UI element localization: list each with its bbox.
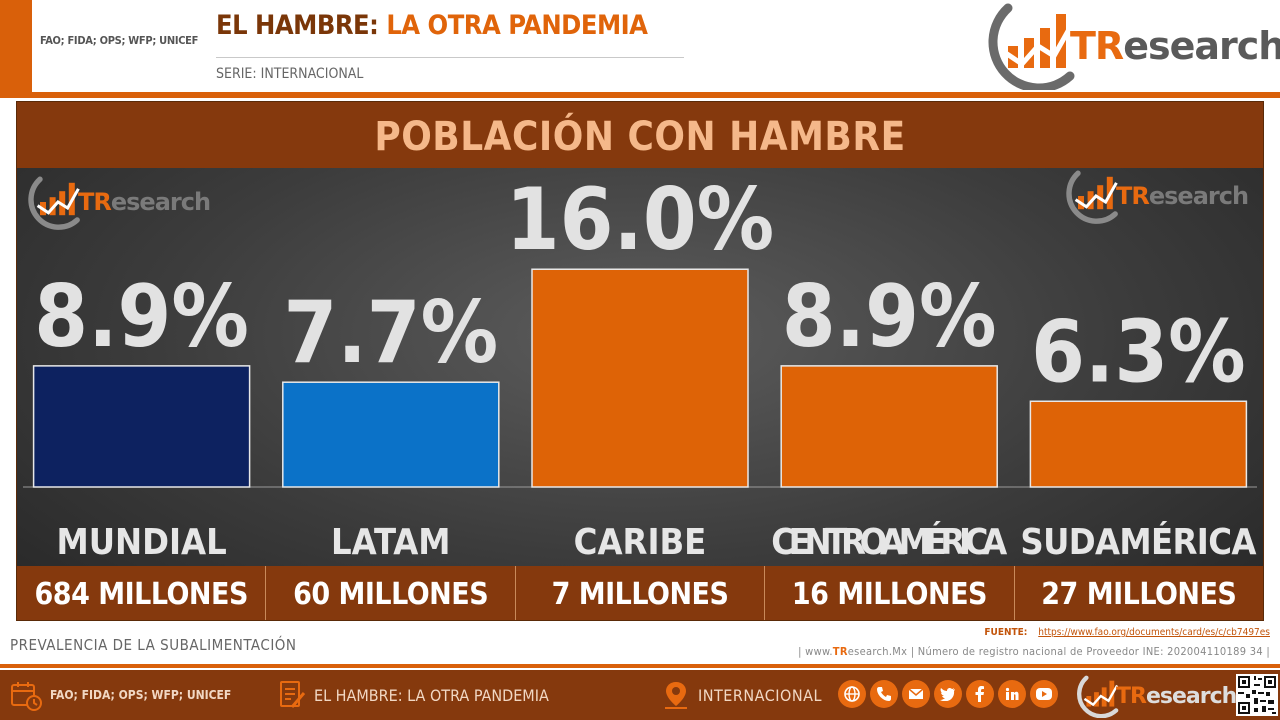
website-tr: TR — [832, 645, 848, 658]
bar-value-label: 16.0% — [506, 170, 774, 270]
bar-chart: 8.9% MUNDIAL 7.7% LATAM 16.0% CARIBE 8.9% CENTR… — [23, 170, 1257, 563]
title-divider — [216, 57, 684, 58]
facebook-icon[interactable] — [966, 680, 994, 708]
footer-series: INTERNACIONAL — [662, 670, 822, 720]
bar-value-label: 7.7% — [284, 283, 499, 383]
category-label: LATAM — [331, 522, 451, 563]
count-cell: 16 MILLONES — [764, 566, 1013, 620]
bar — [32, 365, 251, 488]
tresearch-logo-text: TResearch — [1070, 24, 1280, 68]
bar — [780, 365, 998, 488]
mail-icon[interactable] — [902, 680, 930, 708]
chart-title-bar: POBLACIÓN CON HAMBRE — [17, 102, 1263, 168]
bar-value-label: 8.9% — [782, 267, 997, 367]
footer-accent-line — [0, 664, 1280, 668]
tresearch-logo-mark-icon — [1066, 170, 1118, 224]
footer-bar: FAO; FIDA; OPS; WFP; UNICEF EL HAMBRE: L… — [0, 670, 1280, 720]
footer-title: EL HAMBRE: LA OTRA PANDEMIA — [278, 670, 549, 720]
page-title-main: LA OTRA PANDEMIA — [386, 10, 648, 41]
page-title-prefix: EL HAMBRE: — [216, 10, 379, 41]
header-sources: FAO; FIDA; OPS; WFP; UNICEF — [40, 34, 199, 47]
page-title: EL HAMBRE: LA OTRA PANDEMIA — [216, 10, 648, 41]
registry-number: | Número de registro nacional de Proveed… — [910, 645, 1270, 658]
footer-sources-text: FAO; FIDA; OPS; WFP; UNICEF — [50, 688, 232, 702]
calendar-clock-icon — [11, 682, 42, 711]
phone-icon[interactable] — [870, 680, 898, 708]
registry-line: | www.TResearch.Mx | Número de registro … — [798, 645, 1270, 658]
bar — [1029, 400, 1248, 488]
count-cell: 684 MILLONES — [34, 577, 249, 612]
footer-sources: FAO; FIDA; OPS; WFP; UNICEF — [10, 670, 231, 720]
tresearch-logo[interactable]: TResearch — [978, 2, 1280, 90]
series-label: SERIE: INTERNACIONAL — [216, 66, 364, 82]
bar-value-label: 8.9% — [34, 267, 249, 367]
social-links — [838, 680, 1062, 708]
website-link[interactable]: esearch.Mx — [847, 645, 908, 658]
tresearch-logo-mark-icon — [988, 3, 1075, 90]
chart-panel: POBLACIÓN CON HAMBRE 8.9% MUNDIAL 7.7% LATA… — [16, 101, 1264, 621]
indicator-label: PREVALENCIA DE LA SUBALIMENTACIÓN — [10, 636, 297, 654]
footer-series-text: INTERNACIONAL — [698, 685, 822, 705]
watermark-logo-text: TResearch — [1116, 182, 1249, 210]
category-label: SUDAMÉRICA — [1020, 521, 1256, 563]
footer-logo[interactable]: TResearch — [1072, 674, 1237, 718]
count-cell: 60 MILLONES — [265, 566, 514, 620]
bar-value-label: 6.3% — [1031, 302, 1246, 402]
chart-title: POBLACIÓN CON HAMBRE — [374, 114, 906, 160]
footer-logo-text: TResearch — [1116, 683, 1237, 709]
chart-watermark-logo-right: TResearch — [1060, 168, 1249, 224]
document-edit-icon — [280, 681, 306, 708]
count-cell: 7 MILLONES — [514, 566, 764, 620]
category-label: MUNDIAL — [56, 522, 226, 563]
header-band — [0, 92, 1280, 98]
youtube-icon[interactable] — [1030, 680, 1058, 708]
map-pin-icon — [665, 682, 687, 709]
linkedin-icon[interactable] — [998, 680, 1026, 708]
bar — [531, 268, 749, 488]
twitter-icon[interactable] — [934, 680, 962, 708]
source-link[interactable]: https://www.fao.org/documents/card/es/c/… — [1038, 627, 1270, 638]
source-label: FUENTE: — [984, 627, 1028, 638]
chart-watermark-logo-left: TResearch — [22, 174, 211, 230]
website-prefix: | www. — [798, 645, 833, 658]
category-label: CARIBE — [574, 522, 707, 563]
header-accent-strip — [0, 0, 32, 92]
category-label: CENTROAMÉRICA — [771, 521, 1007, 563]
source-line: FUENTE: https://www.fao.org/documents/ca… — [984, 627, 1270, 638]
count-cell: 27 MILLONES — [1013, 566, 1263, 620]
qr-code-icon[interactable] — [1236, 674, 1278, 716]
tresearch-logo-mark-icon — [28, 176, 80, 230]
watermark-logo-text: TResearch — [78, 188, 211, 216]
population-counts-row: 684 MILLONES 60 MILLONES 7 MILLONES 16 M… — [17, 566, 1263, 620]
footer-title-text: EL HAMBRE: LA OTRA PANDEMIA — [314, 685, 549, 705]
bar — [282, 381, 500, 488]
globe-icon[interactable] — [838, 680, 866, 708]
tresearch-logo-mark-icon — [1077, 675, 1119, 718]
